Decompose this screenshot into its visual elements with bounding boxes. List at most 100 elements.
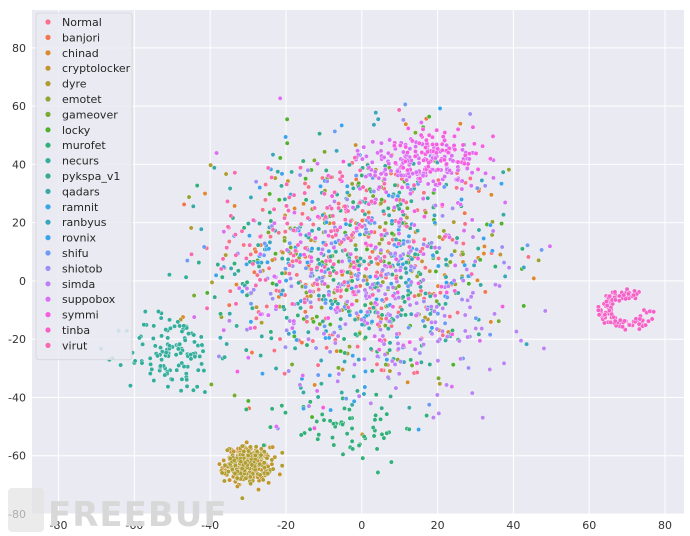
data-point [481, 251, 487, 256]
data-point [458, 356, 463, 362]
data-point [352, 317, 358, 323]
data-point [198, 334, 204, 340]
data-point [339, 173, 345, 179]
data-point [137, 335, 142, 341]
data-point [221, 458, 227, 463]
data-point [396, 219, 402, 225]
watermark-text: FREEBUF [48, 495, 228, 535]
data-point [420, 318, 426, 324]
data-point [610, 301, 616, 307]
data-point [403, 144, 409, 150]
data-point [444, 334, 450, 340]
data-point [304, 319, 310, 325]
data-point [333, 249, 339, 255]
data-point [262, 241, 268, 246]
data-point [531, 275, 537, 281]
data-point [422, 265, 428, 271]
data-point [319, 412, 325, 417]
data-point [271, 274, 277, 279]
data-point [467, 111, 473, 117]
data-point [506, 167, 512, 173]
data-point [257, 269, 263, 274]
data-point [191, 332, 197, 338]
data-point [349, 426, 355, 431]
data-point [307, 399, 313, 405]
data-point [350, 199, 356, 205]
data-point [354, 310, 360, 316]
legend-marker [45, 296, 51, 302]
data-point [208, 382, 214, 387]
data-point [155, 353, 160, 359]
data-point [339, 239, 344, 245]
data-point [297, 382, 303, 388]
data-point [345, 304, 351, 310]
data-point [268, 291, 274, 297]
data-point [174, 367, 180, 373]
data-point [501, 360, 507, 366]
data-point [378, 305, 384, 311]
data-point [178, 350, 184, 356]
data-point [340, 159, 346, 165]
data-point [227, 186, 233, 191]
data-point [318, 358, 324, 363]
data-point [406, 233, 412, 239]
data-point [378, 327, 383, 332]
data-point [323, 258, 329, 264]
data-point [466, 281, 472, 287]
data-point [367, 274, 373, 280]
data-point [396, 206, 402, 212]
data-point [369, 368, 375, 374]
x-tick-label: 60 [582, 519, 596, 532]
data-point [387, 340, 393, 346]
data-point [421, 236, 427, 242]
data-point [323, 214, 329, 220]
data-point [465, 297, 471, 303]
data-point [405, 239, 411, 245]
data-point [326, 292, 332, 298]
data-point [288, 276, 294, 281]
data-point [353, 247, 359, 252]
data-point [464, 165, 470, 171]
data-point [445, 150, 451, 155]
data-point [249, 350, 255, 355]
data-point [366, 165, 372, 170]
data-point [467, 176, 473, 181]
data-point [186, 331, 191, 337]
data-point [289, 362, 295, 367]
data-point [379, 312, 385, 318]
data-point [282, 215, 287, 221]
data-point [382, 167, 388, 172]
data-point [394, 197, 400, 203]
data-point [636, 326, 642, 332]
data-point [204, 305, 210, 311]
legend-label: qadars [62, 185, 100, 198]
data-point [265, 471, 271, 476]
data-point [225, 224, 231, 230]
data-point [359, 317, 364, 322]
data-point [355, 344, 361, 350]
data-point [253, 179, 259, 185]
data-point [383, 272, 389, 278]
data-point [283, 344, 288, 350]
data-point [295, 312, 301, 318]
data-point [287, 262, 293, 268]
data-point [321, 293, 327, 299]
series-virut [189, 107, 475, 331]
data-point [247, 233, 252, 239]
data-point [354, 388, 360, 394]
data-point [312, 205, 318, 211]
data-point [626, 322, 632, 328]
data-point [430, 415, 436, 420]
data-point [221, 327, 227, 333]
data-point [443, 301, 448, 307]
data-point [370, 425, 376, 430]
data-point [392, 182, 398, 188]
data-point [302, 309, 308, 315]
data-point [272, 454, 278, 460]
data-point [400, 261, 406, 267]
data-point [261, 460, 267, 466]
data-point [468, 294, 474, 300]
data-point [435, 358, 441, 364]
data-point [273, 304, 279, 309]
data-point [287, 271, 292, 277]
